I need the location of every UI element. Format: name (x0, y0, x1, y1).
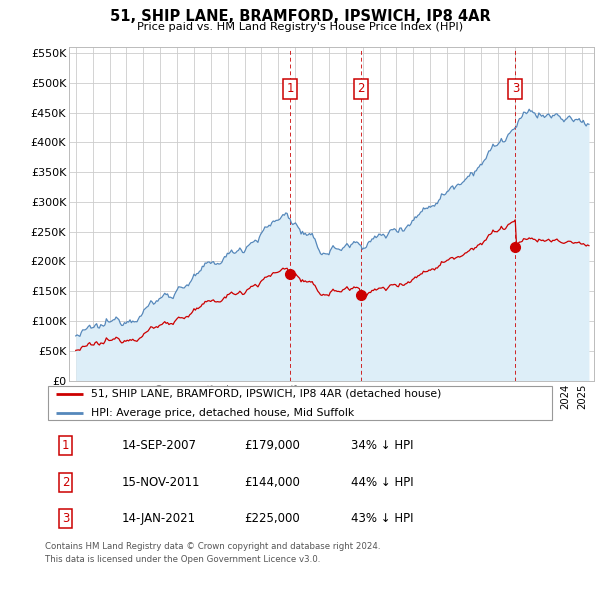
Text: 14-SEP-2007: 14-SEP-2007 (122, 440, 197, 453)
Text: 34% ↓ HPI: 34% ↓ HPI (351, 440, 413, 453)
Text: 44% ↓ HPI: 44% ↓ HPI (351, 476, 413, 489)
FancyBboxPatch shape (47, 386, 553, 420)
Text: 3: 3 (512, 83, 519, 96)
Text: HPI: Average price, detached house, Mid Suffolk: HPI: Average price, detached house, Mid … (91, 408, 354, 418)
Text: Contains HM Land Registry data © Crown copyright and database right 2024.: Contains HM Land Registry data © Crown c… (45, 542, 380, 550)
Text: 51, SHIP LANE, BRAMFORD, IPSWICH, IP8 4AR (detached house): 51, SHIP LANE, BRAMFORD, IPSWICH, IP8 4A… (91, 389, 441, 399)
Text: 1: 1 (62, 440, 69, 453)
Text: 2: 2 (62, 476, 69, 489)
Text: 43% ↓ HPI: 43% ↓ HPI (351, 512, 413, 525)
Text: £179,000: £179,000 (244, 440, 300, 453)
Text: 2: 2 (357, 83, 364, 96)
Text: Price paid vs. HM Land Registry's House Price Index (HPI): Price paid vs. HM Land Registry's House … (137, 22, 463, 32)
Text: 15-NOV-2011: 15-NOV-2011 (122, 476, 200, 489)
Text: 14-JAN-2021: 14-JAN-2021 (122, 512, 196, 525)
Text: This data is licensed under the Open Government Licence v3.0.: This data is licensed under the Open Gov… (45, 555, 320, 563)
Text: £225,000: £225,000 (244, 512, 299, 525)
Text: 51, SHIP LANE, BRAMFORD, IPSWICH, IP8 4AR: 51, SHIP LANE, BRAMFORD, IPSWICH, IP8 4A… (110, 9, 490, 24)
Text: 3: 3 (62, 512, 69, 525)
Text: £144,000: £144,000 (244, 476, 300, 489)
Text: 1: 1 (287, 83, 294, 96)
